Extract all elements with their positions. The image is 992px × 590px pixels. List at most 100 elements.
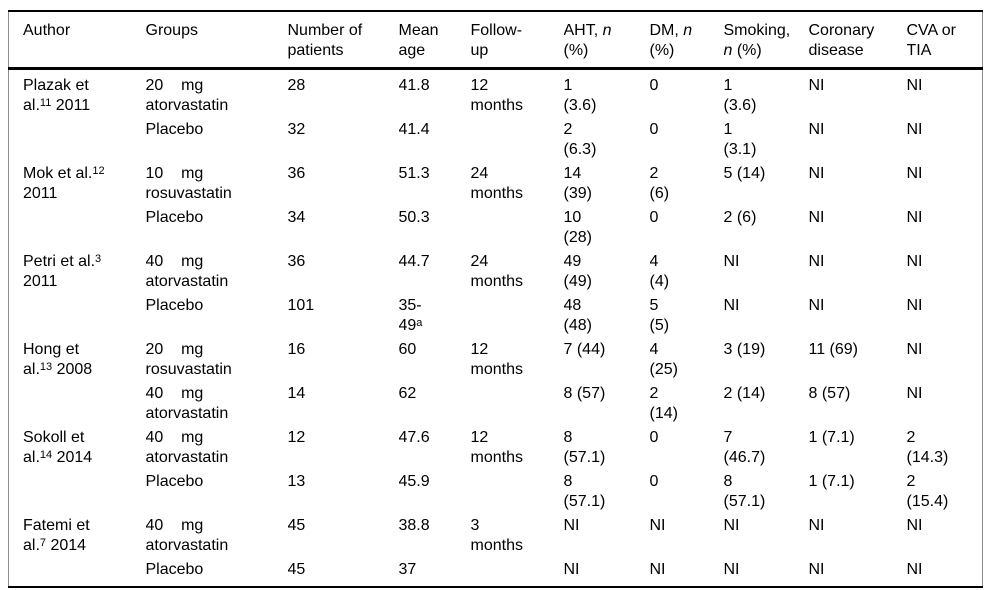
cell-cva: NI bbox=[906, 561, 923, 578]
cell-group: 40 mg atorvastatin bbox=[145, 385, 229, 422]
cell-smoking: 3 (19) bbox=[723, 341, 766, 358]
col-header-coronary-disease: Coronary disease bbox=[808, 11, 907, 70]
cell-aht: 10 (28) bbox=[563, 209, 592, 246]
citation-ref: 11 bbox=[39, 97, 52, 109]
col-header-followup: Follow- up bbox=[470, 11, 564, 70]
cell-followup bbox=[471, 118, 564, 162]
cell-dm: 4 (4) bbox=[649, 253, 670, 290]
cell-followup: 24 months bbox=[470, 253, 523, 290]
cell-author: Plazak et al.11 2011 bbox=[9, 69, 146, 119]
col-header-patients: Number of patients bbox=[287, 11, 399, 70]
cell-author bbox=[9, 206, 146, 250]
cell-followup: 12 months bbox=[470, 341, 523, 378]
header-row: Author Groups Number of patients Mean ag… bbox=[8, 11, 983, 70]
cell-author bbox=[9, 294, 146, 338]
cell-followup bbox=[471, 470, 564, 514]
cell-patients: 36 bbox=[287, 165, 306, 182]
cell-smoking: NI bbox=[723, 561, 740, 578]
cell-author bbox=[9, 118, 146, 162]
cell-aht: 1 (3.6) bbox=[563, 77, 597, 114]
cell-age: 41.4 bbox=[398, 121, 430, 138]
cell-patients: 101 bbox=[287, 297, 315, 314]
cell-age: 60 bbox=[398, 341, 417, 358]
author-year: 2011 bbox=[23, 273, 58, 290]
cell-followup: 3 months bbox=[470, 517, 523, 554]
cell-coronary: 1 (7.1) bbox=[808, 429, 855, 446]
italic-n: n bbox=[683, 22, 693, 39]
cell-dm: 0 bbox=[649, 473, 659, 490]
cell-author bbox=[9, 558, 146, 587]
cell-coronary: 8 (57) bbox=[808, 385, 851, 402]
italic-n: n bbox=[723, 42, 733, 59]
cell-patients: 12 bbox=[287, 429, 306, 446]
cell-followup: 24 months bbox=[470, 165, 523, 202]
cell-coronary: NI bbox=[808, 561, 825, 578]
cell-cva: NI bbox=[906, 297, 923, 314]
cell-aht: 49 (49) bbox=[563, 253, 592, 290]
cell-aht: 14 (39) bbox=[563, 165, 592, 202]
table-row: Fatemi et al.7 2014 40 mg atorvastatin 4… bbox=[9, 514, 983, 558]
cell-group: 40 mg atorvastatin bbox=[145, 429, 229, 466]
author-name: Hong et al. bbox=[23, 341, 80, 378]
cell-dm: NI bbox=[649, 517, 666, 534]
cell-cva: NI bbox=[906, 253, 923, 270]
cell-age: 45.9 bbox=[398, 473, 430, 490]
author-name: Fatemi et al. bbox=[23, 517, 90, 554]
cell-coronary: NI bbox=[808, 517, 825, 534]
table-row: Placebo 32 41.4 2 (6.3) 0 1 (3.1) NI NI bbox=[9, 118, 983, 162]
cell-smoking: 2 (14) bbox=[723, 385, 766, 402]
footnote-a-marker: a bbox=[416, 317, 423, 329]
table-row: 40 mg atorvastatin 14 62 8 (57) 2 (14) 2… bbox=[9, 382, 983, 426]
cell-author: Hong et al.13 2008 bbox=[9, 338, 146, 382]
cell-age: 35- 49a bbox=[399, 294, 471, 338]
cell-patients: 28 bbox=[287, 77, 306, 94]
cell-aht: 8 (57) bbox=[563, 385, 606, 402]
author-name: Sokoll et al. bbox=[23, 429, 85, 466]
cell-age: 44.7 bbox=[398, 253, 430, 270]
studies-characteristics-table: Author Groups Number of patients Mean ag… bbox=[8, 10, 983, 588]
author-year: 2011 bbox=[23, 185, 58, 202]
cell-aht: 2 (6.3) bbox=[563, 121, 597, 158]
cell-dm: 2 (14) bbox=[649, 385, 678, 422]
cell-patients: 13 bbox=[287, 473, 306, 490]
cell-smoking: 5 (14) bbox=[723, 165, 766, 182]
cell-author: Sokoll et al.14 2014 bbox=[9, 426, 146, 470]
cell-age: 62 bbox=[398, 385, 417, 402]
cell-dm: NI bbox=[649, 561, 666, 578]
header-text: (%) bbox=[563, 42, 589, 59]
author-year: 2014 bbox=[52, 449, 93, 466]
col-header-mean-age: Mean age bbox=[398, 11, 471, 70]
cell-coronary: NI bbox=[808, 165, 825, 182]
cell-age: 41.8 bbox=[398, 77, 430, 94]
cell-patients: 16 bbox=[287, 341, 306, 358]
cell-smoking: NI bbox=[723, 297, 740, 314]
cell-group: Placebo bbox=[145, 297, 204, 314]
cell-dm: 0 bbox=[649, 209, 659, 226]
col-header-cva-tia: CVA or TIA bbox=[906, 11, 983, 70]
citation-ref: 14 bbox=[39, 449, 53, 461]
author-year: 2014 bbox=[46, 537, 87, 554]
cell-coronary: NI bbox=[808, 121, 825, 138]
cell-aht: 7 (44) bbox=[563, 341, 606, 358]
table-row: Placebo 13 45.9 8 (57.1) 0 8 (57.1) 1 (7… bbox=[9, 470, 983, 514]
col-header-smoking: Smoking, n (%) bbox=[723, 11, 809, 70]
cell-group: Placebo bbox=[145, 473, 204, 490]
cell-cva: NI bbox=[906, 165, 923, 182]
cell-followup bbox=[471, 294, 564, 338]
col-header-author: Author bbox=[8, 11, 146, 70]
cell-group: 40 mg atorvastatin bbox=[145, 517, 229, 554]
cell-age: 51.3 bbox=[398, 165, 430, 182]
cell-group: 10 mg rosuvastatin bbox=[145, 165, 232, 202]
cell-age: 37 bbox=[398, 561, 417, 578]
cell-patients: 45 bbox=[287, 517, 306, 534]
author-name: Petri et al. bbox=[23, 253, 96, 270]
cell-coronary: NI bbox=[808, 253, 825, 270]
table-body: Plazak et al.11 2011 20 mg atorvastatin … bbox=[9, 69, 983, 588]
cell-aht: NI bbox=[563, 517, 580, 534]
table-header: Author Groups Number of patients Mean ag… bbox=[8, 11, 983, 70]
author-name: Mok et al. bbox=[23, 165, 93, 182]
cell-coronary: 1 (7.1) bbox=[808, 473, 855, 490]
cell-author bbox=[9, 382, 146, 426]
table-row: Petri et al.3 2011 40 mg atorvastatin 36… bbox=[9, 250, 983, 294]
cell-group: 20 mg rosuvastatin bbox=[145, 341, 232, 378]
